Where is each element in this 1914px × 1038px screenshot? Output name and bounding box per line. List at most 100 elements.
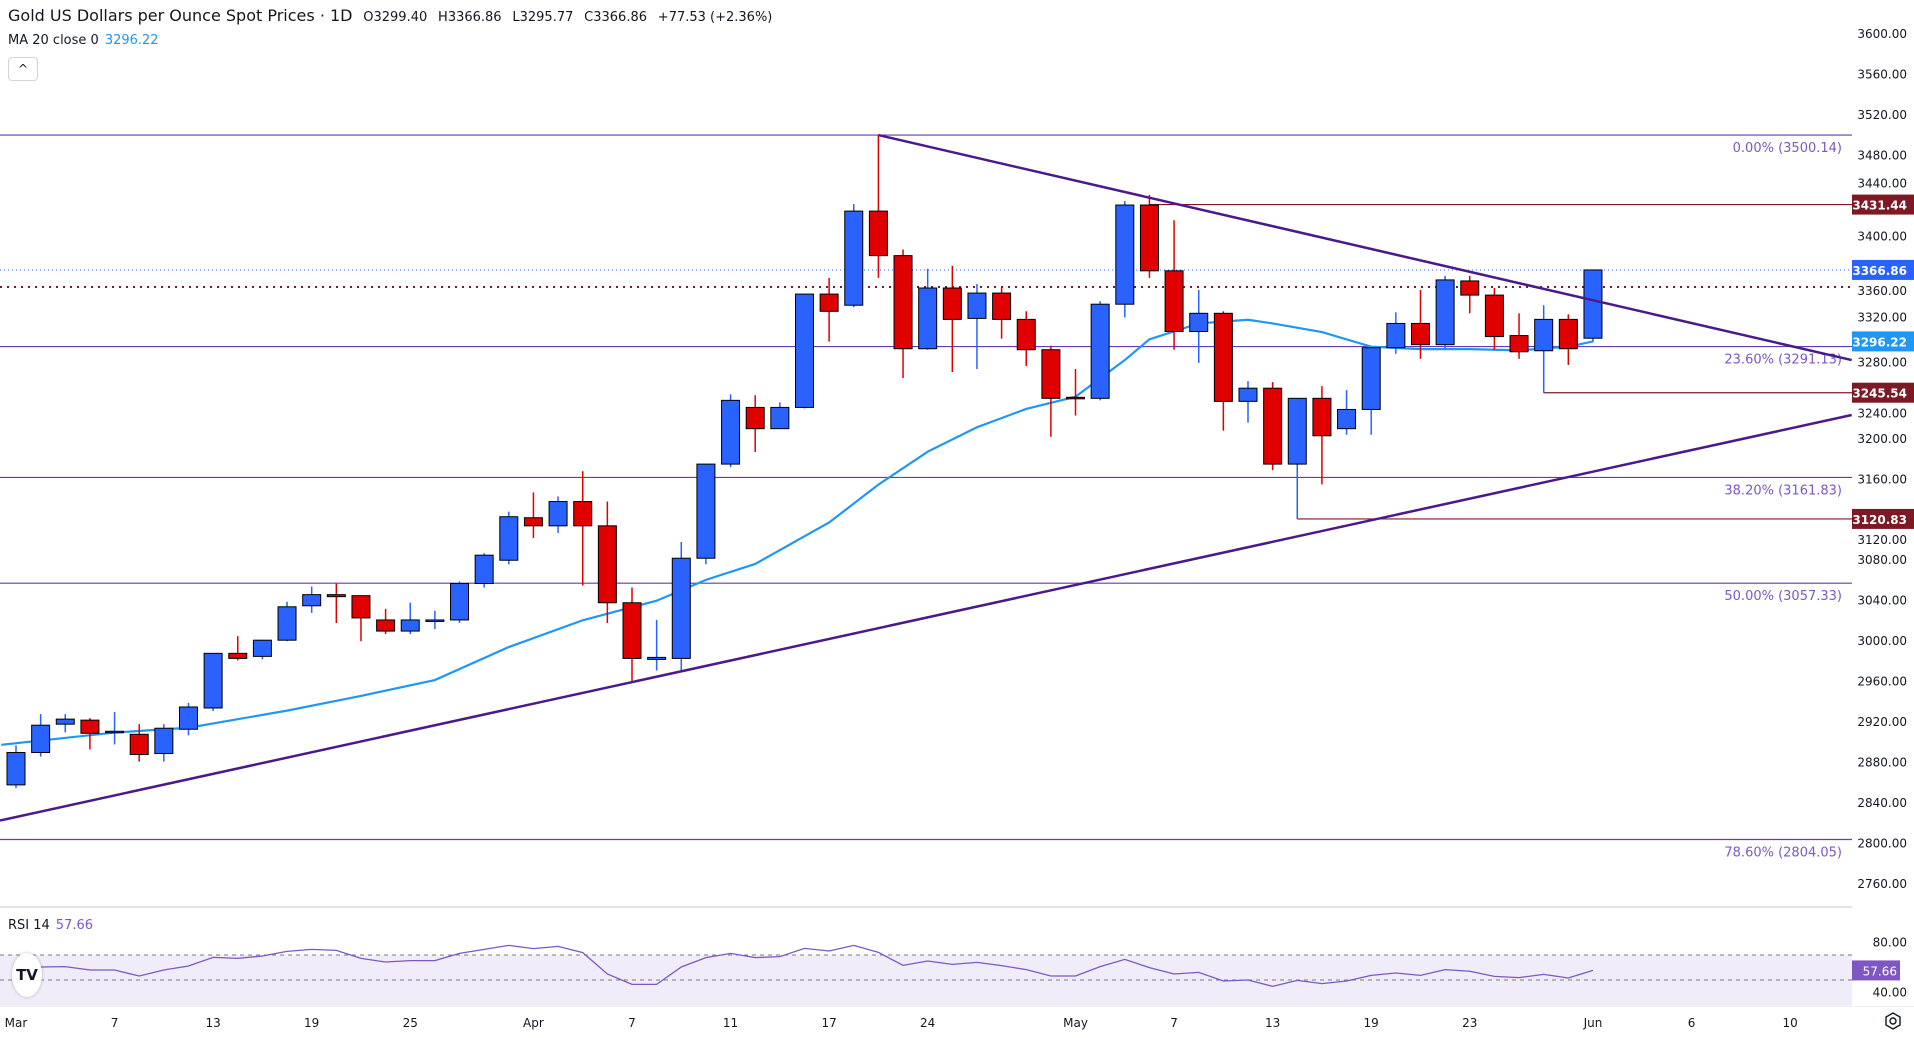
rsi-legend[interactable]: RSI 14 57.66 [8, 918, 93, 933]
collapse-legend-button[interactable]: ^ [8, 57, 38, 81]
ma-value: 3296.22 [104, 33, 159, 48]
candle-body[interactable] [1460, 280, 1480, 296]
candle-body[interactable] [573, 501, 593, 527]
ma-price-label-bg [1852, 331, 1914, 352]
candle-body[interactable] [450, 583, 470, 621]
candle-body[interactable] [1263, 387, 1283, 465]
candle-body[interactable] [1287, 397, 1307, 465]
candle-body[interactable] [819, 293, 839, 312]
candle-body[interactable] [745, 406, 765, 430]
candle-body[interactable] [80, 719, 100, 734]
candle-body[interactable] [967, 292, 987, 319]
price-axis-tick: 3200.00 [1857, 432, 1907, 446]
price-axis-tick: 3520.00 [1857, 108, 1907, 122]
candle-body[interactable] [154, 727, 174, 755]
candle-body[interactable] [622, 602, 642, 659]
price-axis-tick: 3560.00 [1857, 67, 1907, 81]
candle-body[interactable] [1337, 408, 1357, 430]
candle-body[interactable] [942, 287, 962, 320]
candle-body[interactable] [1312, 397, 1332, 437]
price-axis-tick: 3280.00 [1857, 355, 1907, 369]
candle-body[interactable] [647, 656, 667, 660]
candle-body[interactable] [1484, 294, 1504, 338]
candle-body[interactable] [893, 255, 913, 350]
rsi-axis-tick: 80.00 [1873, 936, 1907, 950]
candle-body[interactable] [1066, 396, 1086, 400]
rsi-line[interactable] [15, 944, 1594, 988]
candle-body[interactable] [844, 210, 864, 306]
candle-body[interactable] [6, 752, 26, 786]
candle-body[interactable] [129, 733, 149, 756]
candle-body[interactable] [992, 292, 1012, 320]
price-axis-tick: 3080.00 [1857, 553, 1907, 567]
candle-body[interactable] [1558, 318, 1578, 350]
candle-body[interactable] [474, 554, 494, 585]
candle-body[interactable] [277, 606, 297, 641]
level-price-label-bg [1852, 194, 1914, 215]
candle-body[interactable] [671, 557, 691, 659]
candle-body[interactable] [1435, 279, 1455, 346]
candle-body[interactable] [178, 706, 198, 730]
candle-body[interactable] [55, 718, 75, 725]
candle-body[interactable] [1509, 335, 1529, 353]
level-price-label: 3245.54 [1852, 387, 1907, 401]
candle-body[interactable] [252, 639, 272, 657]
candle-body[interactable] [105, 730, 125, 734]
candle-body[interactable] [1189, 312, 1209, 333]
trendline-descending-resistance[interactable] [878, 133, 1852, 362]
candle-body[interactable] [203, 652, 223, 709]
price-axis-tick: 3600.00 [1857, 27, 1907, 41]
ohlc-close: C3366.86 [584, 10, 648, 25]
candle-body[interactable] [400, 619, 420, 632]
fib-level-label: 50.00% (3057.33) [1724, 589, 1842, 604]
price-axis-tick: 3320.00 [1857, 310, 1907, 324]
candle-body[interactable] [721, 399, 741, 465]
candle-body[interactable] [597, 525, 617, 604]
candle-body[interactable] [1534, 318, 1554, 352]
candle-body[interactable] [1410, 322, 1430, 346]
candle-body[interactable] [548, 501, 568, 527]
candle-body[interactable] [1386, 322, 1406, 349]
candle-body[interactable] [868, 210, 888, 257]
candle-body[interactable] [326, 594, 346, 598]
candle-body[interactable] [31, 724, 51, 754]
price-axis-tick: 2960.00 [1857, 675, 1907, 689]
symbol-title[interactable]: Gold US Dollars per Ounce Spot Prices · … [8, 6, 353, 25]
candle-body[interactable] [1213, 312, 1233, 402]
price-axis-tick: 3120.00 [1857, 533, 1907, 547]
candle-body[interactable] [523, 517, 543, 527]
candle-body[interactable] [1139, 204, 1159, 272]
candle-body[interactable] [1041, 349, 1061, 399]
tradingview-logo-icon[interactable]: TV [12, 953, 42, 997]
candle-body[interactable] [1164, 270, 1184, 333]
candle-body[interactable] [696, 463, 716, 559]
settings-gear-icon[interactable] [1884, 1012, 1902, 1030]
candle-body[interactable] [794, 293, 814, 408]
candle-body[interactable] [1090, 303, 1110, 399]
candle-body[interactable] [770, 406, 790, 430]
candle-body[interactable] [376, 619, 396, 632]
candle-body[interactable] [1583, 269, 1603, 339]
candle-body[interactable] [918, 287, 938, 350]
candle-body[interactable] [425, 619, 445, 622]
candle-body[interactable] [1016, 318, 1036, 351]
rsi-value-label-bg [1852, 960, 1900, 981]
trendline-ascending-support[interactable] [0, 413, 1852, 822]
candle-body[interactable] [302, 594, 322, 607]
chevron-up-icon: ^ [17, 62, 29, 76]
time-axis-tick: 10 [1782, 1016, 1797, 1030]
logo-text: TV [16, 966, 38, 984]
fib-level-label: 78.60% (2804.05) [1724, 846, 1842, 861]
candle-body[interactable] [228, 652, 248, 659]
candle-body[interactable] [1361, 347, 1381, 410]
candle-body[interactable] [351, 595, 371, 619]
candle-body[interactable] [1115, 204, 1135, 305]
time-axis-tick: Apr [523, 1016, 544, 1030]
candle-body[interactable] [499, 516, 519, 561]
level-price-label-bg [1852, 382, 1914, 403]
candle-body[interactable] [1238, 387, 1258, 402]
ma-legend[interactable]: MA 20 close 0 3296.22 [8, 33, 159, 48]
time-axis-tick: 13 [205, 1016, 220, 1030]
price-axis[interactable] [1852, 0, 1914, 1006]
